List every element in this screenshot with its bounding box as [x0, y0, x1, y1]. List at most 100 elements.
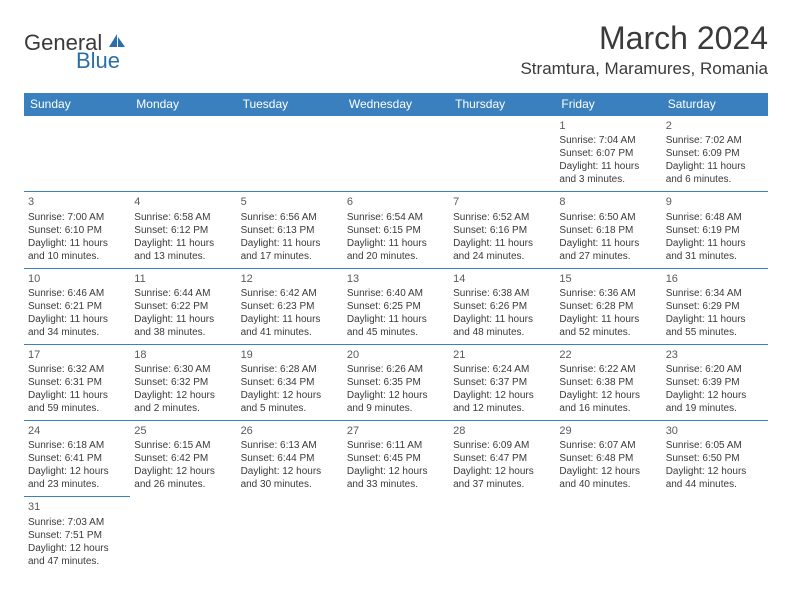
day-detail-line: Sunset: 6:42 PM	[134, 452, 232, 465]
location-text: Stramtura, Maramures, Romania	[520, 59, 768, 79]
day-detail-line: and 13 minutes.	[134, 250, 232, 263]
calendar-cell: 1Sunrise: 7:04 AMSunset: 6:07 PMDaylight…	[555, 116, 661, 192]
day-detail-line: Sunrise: 6:52 AM	[453, 211, 551, 224]
calendar-cell: 26Sunrise: 6:13 AMSunset: 6:44 PMDayligh…	[237, 421, 343, 497]
day-number: 31	[28, 500, 126, 514]
day-number: 10	[28, 272, 126, 286]
day-detail-line: Sunset: 6:23 PM	[241, 300, 339, 313]
day-detail-line: Daylight: 11 hours	[453, 237, 551, 250]
day-detail-line: and 31 minutes.	[666, 250, 764, 263]
day-detail-line: Sunrise: 6:20 AM	[666, 363, 764, 376]
day-number: 15	[559, 272, 657, 286]
calendar-cell: 29Sunrise: 6:07 AMSunset: 6:48 PMDayligh…	[555, 421, 661, 497]
day-detail-line: Daylight: 12 hours	[559, 465, 657, 478]
calendar-cell: 21Sunrise: 6:24 AMSunset: 6:37 PMDayligh…	[449, 344, 555, 420]
day-detail-line: Sunrise: 6:46 AM	[28, 287, 126, 300]
day-detail-line: Sunset: 6:26 PM	[453, 300, 551, 313]
day-detail-line: and 17 minutes.	[241, 250, 339, 263]
calendar-week-row: 24Sunrise: 6:18 AMSunset: 6:41 PMDayligh…	[24, 421, 768, 497]
day-detail-line: Sunrise: 6:05 AM	[666, 439, 764, 452]
day-detail-line: Sunrise: 6:32 AM	[28, 363, 126, 376]
day-detail-line: Daylight: 12 hours	[666, 389, 764, 402]
calendar-cell: 15Sunrise: 6:36 AMSunset: 6:28 PMDayligh…	[555, 268, 661, 344]
calendar-cell	[237, 497, 343, 573]
day-detail-line: Daylight: 11 hours	[559, 160, 657, 173]
day-detail-line: Sunrise: 6:26 AM	[347, 363, 445, 376]
day-detail-line: Daylight: 11 hours	[559, 313, 657, 326]
calendar-cell: 6Sunrise: 6:54 AMSunset: 6:15 PMDaylight…	[343, 192, 449, 268]
day-number: 8	[559, 195, 657, 209]
calendar-cell	[130, 116, 236, 192]
calendar-cell	[343, 116, 449, 192]
dayname-wednesday: Wednesday	[343, 93, 449, 116]
day-detail-line: Sunrise: 6:22 AM	[559, 363, 657, 376]
day-detail-line: Daylight: 11 hours	[347, 313, 445, 326]
day-number: 5	[241, 195, 339, 209]
calendar-week-row: 31Sunrise: 7:03 AMSunset: 7:51 PMDayligh…	[24, 497, 768, 573]
day-detail-line: and 44 minutes.	[666, 478, 764, 491]
day-detail-line: Sunset: 6:15 PM	[347, 224, 445, 237]
day-detail-line: Sunset: 6:44 PM	[241, 452, 339, 465]
day-detail-line: Daylight: 11 hours	[241, 313, 339, 326]
calendar-cell: 7Sunrise: 6:52 AMSunset: 6:16 PMDaylight…	[449, 192, 555, 268]
calendar-cell	[555, 497, 661, 573]
day-detail-line: and 6 minutes.	[666, 173, 764, 186]
calendar-cell: 31Sunrise: 7:03 AMSunset: 7:51 PMDayligh…	[24, 497, 130, 573]
day-detail-line: Daylight: 11 hours	[134, 237, 232, 250]
day-detail-line: Daylight: 12 hours	[666, 465, 764, 478]
day-number: 9	[666, 195, 764, 209]
day-detail-line: and 34 minutes.	[28, 326, 126, 339]
day-detail-line: Sunrise: 6:42 AM	[241, 287, 339, 300]
day-detail-line: and 37 minutes.	[453, 478, 551, 491]
day-number: 7	[453, 195, 551, 209]
day-detail-line: Sunset: 6:13 PM	[241, 224, 339, 237]
day-detail-line: Sunset: 6:34 PM	[241, 376, 339, 389]
day-detail-line: Sunset: 6:37 PM	[453, 376, 551, 389]
day-detail-line: Sunrise: 6:56 AM	[241, 211, 339, 224]
day-detail-line: Sunrise: 6:50 AM	[559, 211, 657, 224]
day-detail-line: and 52 minutes.	[559, 326, 657, 339]
day-number: 13	[347, 272, 445, 286]
calendar-cell: 16Sunrise: 6:34 AMSunset: 6:29 PMDayligh…	[662, 268, 768, 344]
calendar-cell: 11Sunrise: 6:44 AMSunset: 6:22 PMDayligh…	[130, 268, 236, 344]
calendar-cell	[130, 497, 236, 573]
day-detail-line: Sunset: 6:47 PM	[453, 452, 551, 465]
day-detail-line: and 59 minutes.	[28, 402, 126, 415]
calendar-cell: 2Sunrise: 7:02 AMSunset: 6:09 PMDaylight…	[662, 116, 768, 192]
day-number: 14	[453, 272, 551, 286]
day-detail-line: and 10 minutes.	[28, 250, 126, 263]
calendar-week-row: 17Sunrise: 6:32 AMSunset: 6:31 PMDayligh…	[24, 344, 768, 420]
day-number: 16	[666, 272, 764, 286]
day-detail-line: and 19 minutes.	[666, 402, 764, 415]
day-detail-line: and 3 minutes.	[559, 173, 657, 186]
day-detail-line: and 20 minutes.	[347, 250, 445, 263]
day-number: 18	[134, 348, 232, 362]
day-detail-line: Sunset: 7:51 PM	[28, 529, 126, 542]
day-number: 19	[241, 348, 339, 362]
day-number: 3	[28, 195, 126, 209]
day-detail-line: Sunrise: 6:44 AM	[134, 287, 232, 300]
day-detail-line: Sunset: 6:09 PM	[666, 147, 764, 160]
month-title: March 2024	[520, 20, 768, 57]
day-detail-line: Daylight: 12 hours	[347, 389, 445, 402]
day-detail-line: and 55 minutes.	[666, 326, 764, 339]
calendar-cell: 18Sunrise: 6:30 AMSunset: 6:32 PMDayligh…	[130, 344, 236, 420]
day-number: 12	[241, 272, 339, 286]
day-detail-line: Sunset: 6:48 PM	[559, 452, 657, 465]
day-detail-line: Sunset: 6:38 PM	[559, 376, 657, 389]
day-detail-line: Sunrise: 6:15 AM	[134, 439, 232, 452]
day-number: 27	[347, 424, 445, 438]
calendar-cell	[237, 116, 343, 192]
calendar-table: Sunday Monday Tuesday Wednesday Thursday…	[24, 93, 768, 573]
day-detail-line: Sunset: 6:41 PM	[28, 452, 126, 465]
calendar-cell	[449, 497, 555, 573]
calendar-cell: 19Sunrise: 6:28 AMSunset: 6:34 PMDayligh…	[237, 344, 343, 420]
dayname-tuesday: Tuesday	[237, 93, 343, 116]
calendar-cell	[449, 116, 555, 192]
day-detail-line: Sunset: 6:21 PM	[28, 300, 126, 313]
day-detail-line: Daylight: 11 hours	[453, 313, 551, 326]
header: General Blue March 2024 Stramtura, Maram…	[24, 20, 768, 79]
calendar-cell: 13Sunrise: 6:40 AMSunset: 6:25 PMDayligh…	[343, 268, 449, 344]
calendar-cell: 23Sunrise: 6:20 AMSunset: 6:39 PMDayligh…	[662, 344, 768, 420]
day-detail-line: and 48 minutes.	[453, 326, 551, 339]
